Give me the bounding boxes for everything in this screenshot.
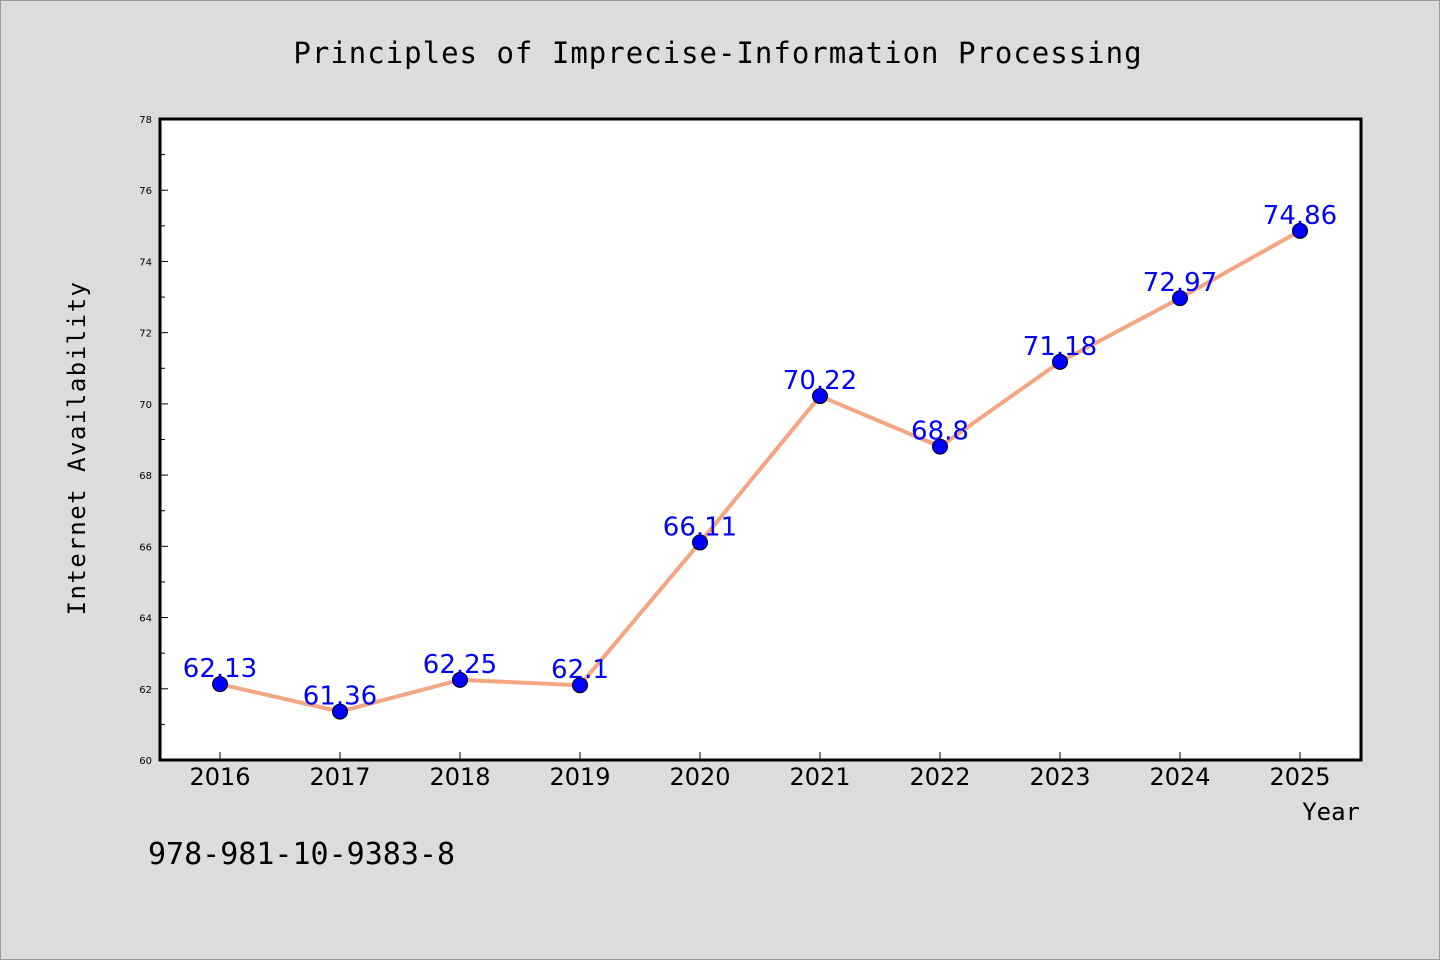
- x-tick-label: 2017: [309, 763, 370, 791]
- x-tick-label: 2022: [909, 763, 970, 791]
- data-label: 71.18: [1023, 332, 1097, 362]
- data-label: 66.11: [663, 512, 737, 542]
- plot-area: [158, 117, 1363, 762]
- data-point: [212, 676, 228, 693]
- chart-title: Principles of Imprecise-Information Proc…: [293, 36, 1142, 70]
- x-tick-label: 2019: [549, 763, 610, 791]
- data-label: 70.22: [783, 366, 857, 396]
- y-tick-label: 68: [139, 471, 152, 482]
- data-markers: [212, 222, 1308, 720]
- data-label: 62.25: [423, 650, 497, 680]
- data-labels: 62.13 61.36 62.25 62.1 66.11 70.22 68.8 71.18 72…: [183, 201, 1337, 712]
- data-label: 72.97: [1143, 268, 1217, 298]
- data-label: 62.1: [551, 655, 609, 685]
- y-tick-label: 60: [139, 756, 152, 767]
- data-point: [1292, 222, 1308, 239]
- data-point: [452, 671, 468, 688]
- x-tick-label: 2025: [1269, 763, 1330, 791]
- data-label: 62.13: [183, 654, 257, 684]
- y-tick-label: 76: [139, 186, 152, 197]
- data-label: 61.36: [303, 682, 377, 712]
- y-tick-label: 64: [139, 614, 152, 625]
- x-axis-ticks: 2016 2017 2018 2019 2020 2021 2022 2023 2024 2025: [189, 752, 1331, 791]
- data-point: [1052, 353, 1068, 370]
- x-tick-label: 2016: [189, 763, 250, 791]
- data-point: [932, 438, 948, 455]
- data-point: [572, 677, 588, 694]
- data-point: [332, 703, 348, 720]
- y-tick-label: 70: [139, 400, 152, 411]
- y-axis-label: Internet Availability: [63, 281, 91, 616]
- x-tick-label: 2024: [1149, 763, 1210, 791]
- x-axis-label: Year: [1302, 798, 1360, 826]
- y-tick-label: 62: [139, 685, 152, 696]
- data-point: [1172, 290, 1188, 307]
- data-label: 68.8: [911, 417, 969, 447]
- data-label: 74.86: [1263, 201, 1337, 231]
- x-tick-label: 2021: [789, 763, 850, 791]
- data-point: [692, 534, 708, 551]
- x-tick-label: 2020: [669, 763, 730, 791]
- y-tick-label: 78: [139, 115, 152, 126]
- y-axis-ticks: 60 62 64 66 68 70 72 74 76 78: [139, 115, 168, 767]
- data-point: [812, 388, 828, 405]
- y-tick-label: 66: [139, 542, 152, 553]
- x-tick-label: 2018: [429, 763, 490, 791]
- y-tick-label: 72: [139, 329, 152, 340]
- y-tick-label: 74: [139, 257, 152, 268]
- x-tick-label: 2023: [1029, 763, 1090, 791]
- isbn-text: 978-981-10-9383-8: [148, 837, 455, 872]
- series-line: [219, 229, 1301, 714]
